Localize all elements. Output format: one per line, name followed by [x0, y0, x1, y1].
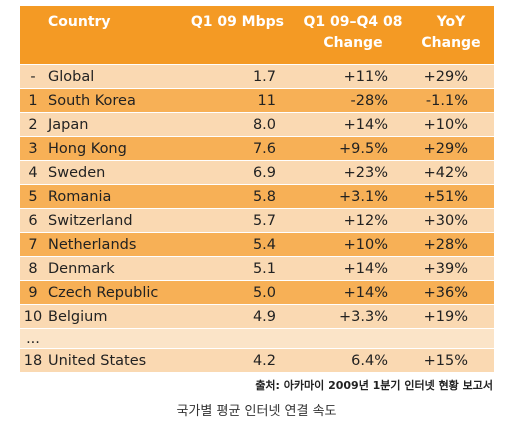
cell-mbps: 4.2	[186, 349, 298, 373]
header-country: Country	[46, 6, 186, 65]
header-rank	[20, 6, 46, 65]
cell-quarter-change: +14%	[298, 281, 408, 305]
cell-yoy-change: +29%	[408, 65, 494, 89]
table-row: 5 Romania 5.8 +3.1% +51%	[20, 185, 494, 209]
cell-quarter-change: +11%	[298, 65, 408, 89]
cell-rank: 7	[20, 233, 46, 257]
cell-country: Czech Republic	[46, 281, 186, 305]
cell-rank: 1	[20, 89, 46, 113]
cell-quarter-change: +9.5%	[298, 137, 408, 161]
cell-country: Sweden	[46, 161, 186, 185]
cell-quarter-change: 6.4%	[298, 349, 408, 373]
cell-country: Japan	[46, 113, 186, 137]
cell-mbps: 5.7	[186, 209, 298, 233]
cell-yoy-change	[408, 329, 494, 349]
cell-quarter-change	[298, 329, 408, 349]
table-row: 9 Czech Republic 5.0 +14% +36%	[20, 281, 494, 305]
cell-yoy-change: -1.1%	[408, 89, 494, 113]
cell-country: Belgium	[46, 305, 186, 329]
cell-yoy-change: +10%	[408, 113, 494, 137]
table-row: 8 Denmark 5.1 +14% +39%	[20, 257, 494, 281]
cell-mbps: 6.9	[186, 161, 298, 185]
table-row: 3 Hong Kong 7.6 +9.5% +29%	[20, 137, 494, 161]
cell-country: United States	[46, 349, 186, 373]
cell-yoy-change: +19%	[408, 305, 494, 329]
cell-rank: 10	[20, 305, 46, 329]
table-header-row: Country Q1 09 Mbps Q1 09–Q4 08 Change Yo…	[20, 6, 494, 65]
cell-mbps: 5.1	[186, 257, 298, 281]
cell-yoy-change: +15%	[408, 349, 494, 373]
cell-mbps: 4.9	[186, 305, 298, 329]
table-row: 18 United States 4.2 6.4% +15%	[20, 349, 494, 373]
cell-rank: 4	[20, 161, 46, 185]
header-mbps: Q1 09 Mbps	[186, 6, 298, 65]
header-quarter-change-line1: Q1 09–Q4 08	[303, 14, 403, 30]
cell-mbps: 5.8	[186, 185, 298, 209]
table-row: 10 Belgium 4.9 +3.3% +19%	[20, 305, 494, 329]
cell-mbps: 5.4	[186, 233, 298, 257]
cell-yoy-change: +42%	[408, 161, 494, 185]
cell-quarter-change: +3.1%	[298, 185, 408, 209]
cell-mbps: 1.7	[186, 65, 298, 89]
cell-country: South Korea	[46, 89, 186, 113]
cell-country: Denmark	[46, 257, 186, 281]
cell-rank: 2	[20, 113, 46, 137]
table-row: 1 South Korea 11 -28% -1.1%	[20, 89, 494, 113]
cell-rank: 18	[20, 349, 46, 373]
cell-quarter-change: +14%	[298, 257, 408, 281]
header-yoy-change: YoY Change	[408, 6, 494, 65]
cell-mbps: 8.0	[186, 113, 298, 137]
cell-quarter-change: +10%	[298, 233, 408, 257]
cell-quarter-change: +23%	[298, 161, 408, 185]
cell-yoy-change: +28%	[408, 233, 494, 257]
cell-quarter-change: +14%	[298, 113, 408, 137]
cell-quarter-change: +3.3%	[298, 305, 408, 329]
header-yoy-line1: YoY	[436, 14, 466, 30]
header-quarter-change-line2: Change	[323, 35, 383, 51]
figure-caption: 국가별 평균 인터넷 연결 속도	[176, 404, 337, 419]
table-row: ...	[20, 329, 494, 349]
cell-rank: 8	[20, 257, 46, 281]
cell-rank: 5	[20, 185, 46, 209]
cell-yoy-change: +51%	[408, 185, 494, 209]
source-note: 출처: 아카마이 2009년 1분기 인터넷 현황 보고서	[255, 379, 493, 392]
cell-rank: -	[20, 65, 46, 89]
cell-mbps: 5.0	[186, 281, 298, 305]
cell-yoy-change: +30%	[408, 209, 494, 233]
cell-country: Switzerland	[46, 209, 186, 233]
cell-country: Global	[46, 65, 186, 89]
cell-mbps: 7.6	[186, 137, 298, 161]
cell-mbps: 11	[186, 89, 298, 113]
table-row: - Global 1.7 +11% +29%	[20, 65, 494, 89]
header-quarter-change: Q1 09–Q4 08 Change	[298, 6, 408, 65]
cell-quarter-change: +12%	[298, 209, 408, 233]
cell-quarter-change: -28%	[298, 89, 408, 113]
cell-rank: 9	[20, 281, 46, 305]
cell-yoy-change: +29%	[408, 137, 494, 161]
speed-table: Country Q1 09 Mbps Q1 09–Q4 08 Change Yo…	[20, 6, 494, 373]
cell-rank: 3	[20, 137, 46, 161]
cell-country: Romania	[46, 185, 186, 209]
table-row: 2 Japan 8.0 +14% +10%	[20, 113, 494, 137]
cell-rank: 6	[20, 209, 46, 233]
table-row: 7 Netherlands 5.4 +10% +28%	[20, 233, 494, 257]
cell-rank: ...	[20, 329, 46, 349]
table-body: - Global 1.7 +11% +29% 1 South Korea 11 -28% -1.1…	[20, 65, 494, 373]
table-row: 6 Switzerland 5.7 +12% +30%	[20, 209, 494, 233]
header-yoy-line2: Change	[421, 35, 481, 51]
cell-country: Netherlands	[46, 233, 186, 257]
cell-mbps	[186, 329, 298, 349]
speed-table-container: Country Q1 09 Mbps Q1 09–Q4 08 Change Yo…	[20, 6, 494, 373]
table-row: 4 Sweden 6.9 +23% +42%	[20, 161, 494, 185]
cell-country	[46, 329, 186, 349]
cell-country: Hong Kong	[46, 137, 186, 161]
cell-yoy-change: +36%	[408, 281, 494, 305]
cell-yoy-change: +39%	[408, 257, 494, 281]
